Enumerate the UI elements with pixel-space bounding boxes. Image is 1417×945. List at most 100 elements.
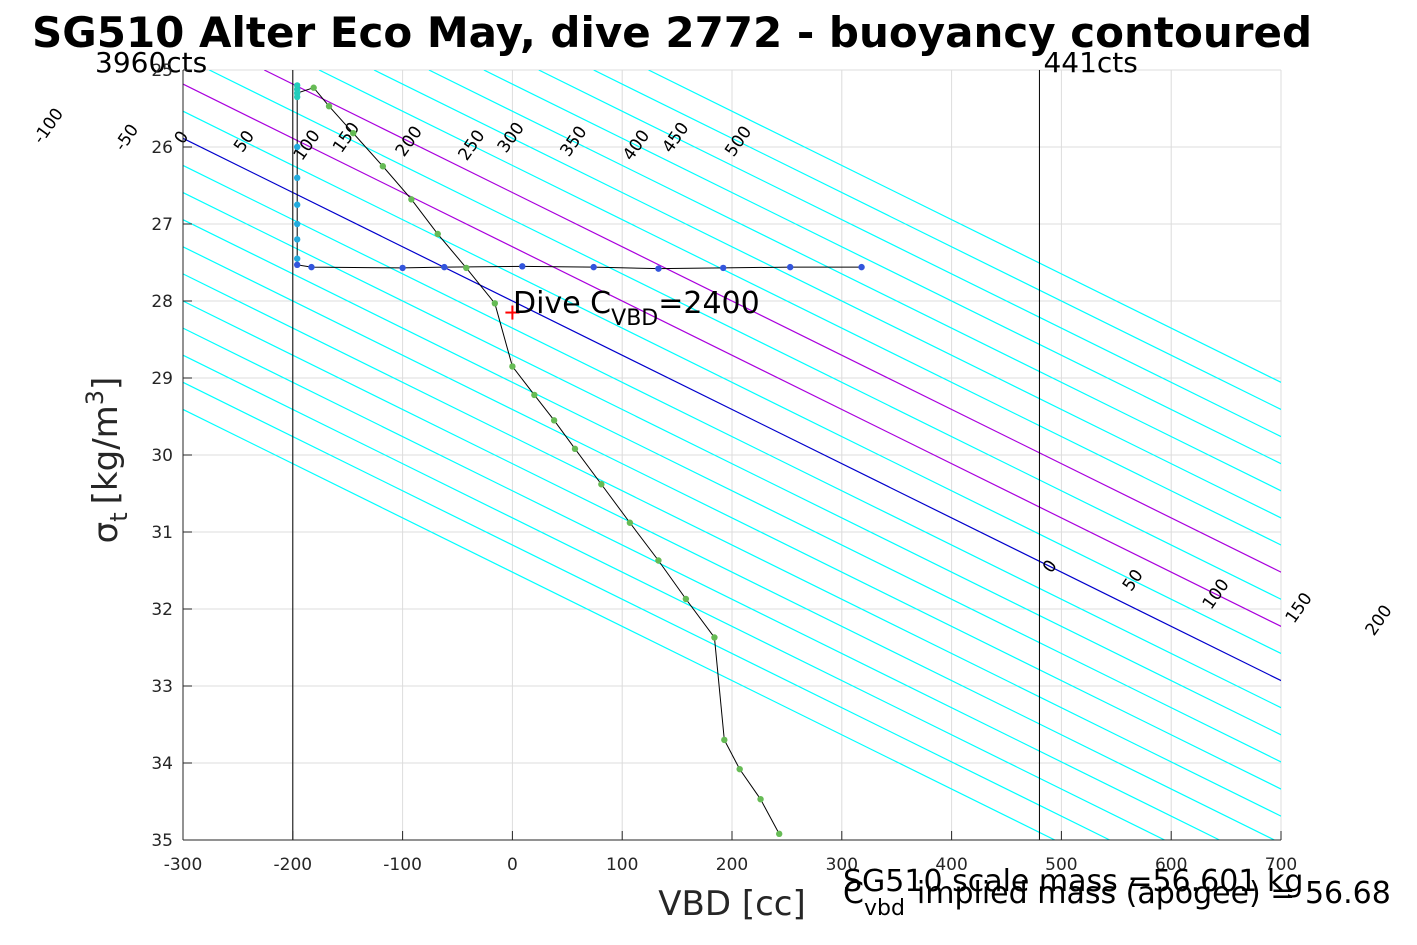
implied-suffix: implied mass (apogee) = 56.68 [917, 876, 1391, 911]
profile-point [434, 230, 441, 238]
contour-line [593, 70, 1281, 411]
contour-line [183, 137, 1281, 682]
axes [182, 69, 1282, 841]
climb-point [308, 263, 315, 271]
y-axis-units: [kg/m [86, 405, 126, 504]
profile-point [491, 300, 499, 307]
x-tick-label: -100 [383, 855, 422, 875]
profile-point [711, 634, 718, 641]
limit-label: 441cts [1043, 46, 1137, 79]
y-tick-label: 26 [151, 138, 173, 158]
x-tick-label: -200 [274, 855, 313, 875]
contour-line [428, 70, 1281, 492]
marker-label-sub: VBD [611, 306, 658, 331]
contour-line [183, 273, 1281, 817]
x-axis-label: VBD [cc] [658, 884, 806, 924]
climb-point [399, 264, 406, 272]
x-tick-label: 100 [606, 855, 638, 875]
y-axis-symbol: σ [86, 522, 126, 544]
x-tick-label: 500 [1045, 855, 1077, 875]
x-tick-label: 0 [507, 855, 518, 875]
profile-point [736, 765, 743, 773]
contour-label: 200 [1362, 602, 1397, 640]
y-tick-label: 34 [151, 754, 173, 774]
y-tick-label: 27 [151, 215, 173, 235]
profile-point [776, 830, 783, 838]
contour-line [183, 381, 1110, 840]
y-tick-label: 31 [151, 523, 173, 543]
x-tick-label: -300 [164, 855, 203, 875]
climb-point [293, 261, 301, 269]
contour-line [183, 300, 1275, 840]
profile-point [379, 163, 387, 170]
x-tick-label: 400 [935, 855, 967, 875]
descent-line [296, 85, 780, 835]
y-tick-label: 35 [151, 831, 173, 851]
contour-line [318, 70, 1281, 546]
contour-line [183, 164, 1281, 709]
contour-line [648, 70, 1281, 384]
y-axis-superscript: 3 [81, 390, 109, 405]
profile-point [550, 417, 558, 424]
tick-labels: -300 -200 -100 0 100 200 300 400 500 600 700 25 26 27… [151, 61, 1297, 875]
implied-mass-annotation: Cvbd implied mass (apogee) = 56.68 [843, 876, 1391, 921]
contour-line [263, 70, 1281, 573]
climb-point [441, 263, 448, 271]
profile-point [655, 557, 662, 564]
climb-point [293, 93, 301, 101]
profile-point [626, 519, 634, 526]
climb-point [293, 143, 301, 151]
y-tick-label: 33 [151, 677, 173, 697]
profile-point [463, 264, 470, 272]
marker-label-suffix: =2400 [658, 286, 759, 321]
cvbd-marker [505, 305, 520, 320]
implied-sub: vbd [864, 896, 905, 921]
scale-mass-annotation: SG510 scale mass =56.601 kg [843, 864, 1303, 899]
x-tick-label: 700 [1265, 855, 1297, 875]
x-tick-label: 600 [1155, 855, 1187, 875]
profile-point [531, 391, 538, 399]
climb-point [786, 263, 794, 271]
limit-label: 3960cts [95, 46, 207, 79]
contour-line [183, 110, 1281, 655]
contour-lines [183, 70, 1281, 840]
y-tick-label: 25 [151, 61, 173, 81]
climb-point [655, 265, 662, 272]
limit-lines: 3960cts 441cts [95, 46, 1138, 840]
profile-point [349, 129, 357, 137]
contour-line [183, 327, 1220, 840]
profile-point [408, 196, 415, 203]
contour-label: -50 [111, 121, 143, 155]
chart-title: SG510 Alter Eco May, dive 2772 - buoyanc… [32, 8, 1312, 57]
contour-line [483, 70, 1281, 465]
profile-point [721, 736, 728, 744]
climb-point [293, 201, 301, 208]
climb-point [293, 255, 301, 262]
y-axis-subscript: t [105, 512, 133, 521]
contour-line [183, 408, 1056, 840]
profile-point [598, 481, 605, 488]
profile-points [293, 82, 865, 838]
profile-point [571, 445, 579, 453]
climb-point [720, 264, 727, 272]
y-tick-label: 32 [151, 600, 173, 620]
contour-line [183, 246, 1281, 790]
contour-line [373, 70, 1281, 519]
climb-point [293, 174, 301, 181]
contour-line [538, 70, 1281, 438]
y-axis-label: σt [kg/m3] [81, 377, 133, 544]
profile-point [682, 595, 690, 603]
contour-label: -100 [29, 105, 68, 148]
contour-line [209, 70, 1281, 600]
profile-point [757, 795, 764, 803]
y-tick-label: 30 [151, 446, 173, 466]
climb-point [519, 263, 526, 270]
contour-line [183, 191, 1281, 736]
y-tick-label: 28 [151, 292, 173, 312]
x-tick-label: 300 [826, 855, 858, 875]
profile-point [325, 102, 333, 110]
marker-label-prefix: Dive C [513, 286, 611, 321]
y-axis-close: ] [86, 377, 126, 390]
marker-label: Dive CVBD=2400 [513, 286, 760, 331]
